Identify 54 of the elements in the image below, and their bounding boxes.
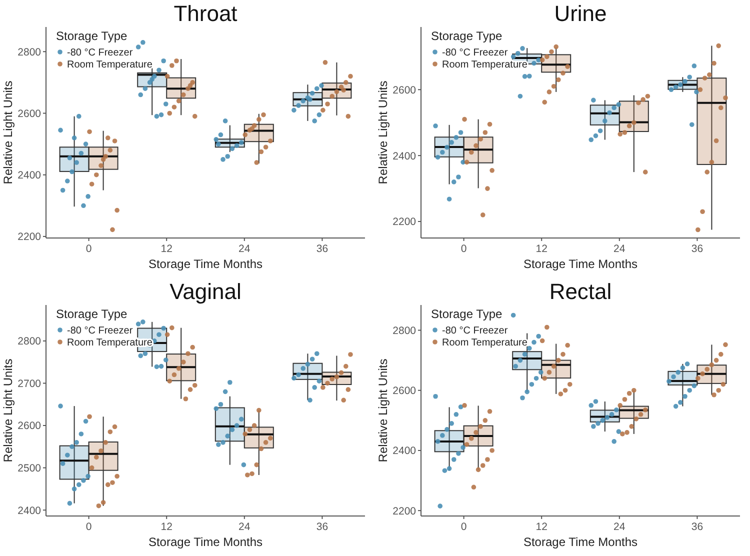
- y-tick-label: 2400: [18, 504, 42, 517]
- y-tick-label: 2800: [392, 324, 416, 337]
- x-axis-title: Storage Time Months: [148, 257, 263, 271]
- chart-title: Urine: [554, 1, 607, 26]
- y-tick-label: 2400: [18, 170, 42, 182]
- y-tick-label: 2200: [392, 505, 416, 518]
- y-tick-label: 2800: [18, 46, 42, 58]
- x-tick-label: 0: [460, 243, 467, 255]
- legend-title: Storage Type: [431, 29, 502, 43]
- y-tick-label: 2700: [18, 378, 42, 390]
- y-axis-title: Relative Light Units: [1, 358, 15, 462]
- x-axis-title: Storage Time Months: [148, 535, 263, 549]
- x-tick-label: 0: [86, 243, 92, 255]
- legend-title: Storage Type: [431, 307, 502, 321]
- x-tick-label: 0: [86, 521, 92, 533]
- x-tick-label: 36: [691, 521, 704, 533]
- legend-label: -80 °C Freezer: [67, 326, 134, 336]
- chart-title: Rectal: [549, 279, 612, 304]
- y-axis-title: Relative Light Units: [376, 80, 390, 184]
- x-tick-label: 24: [614, 243, 626, 255]
- y-tick-label: 2600: [392, 385, 416, 398]
- x-tick-label: 36: [316, 521, 328, 533]
- x-axis-title: Storage Time Months: [523, 535, 638, 549]
- y-axis-title: Relative Light Units: [1, 80, 15, 184]
- y-tick-label: 2600: [18, 420, 42, 432]
- y-axis-title: Relative Light Units: [376, 358, 390, 462]
- legend-label: Room Temperature: [67, 60, 153, 70]
- chart-title: Vaginal: [170, 279, 242, 304]
- x-tick-label: 12: [536, 243, 548, 255]
- x-tick-label: 0: [460, 521, 467, 533]
- legend-label: Room Temperature: [442, 60, 528, 70]
- x-tick-label: 24: [614, 521, 626, 533]
- x-tick-label: 24: [238, 243, 250, 255]
- legend-label: -80 °C Freezer: [67, 48, 134, 58]
- legend-label: -80 °C Freezer: [442, 326, 508, 336]
- y-tick-label: 2500: [18, 462, 42, 474]
- y-tick-label: 2400: [392, 150, 416, 162]
- legend-label: -80 °C Freezer: [442, 48, 508, 58]
- x-tick-label: 36: [316, 243, 328, 255]
- y-tick-label: 2400: [392, 445, 416, 458]
- x-tick-label: 36: [691, 243, 704, 255]
- y-tick-label: 2200: [18, 231, 42, 244]
- y-tick-label: 2600: [18, 108, 42, 120]
- x-tick-label: 24: [238, 521, 250, 533]
- y-tick-label: 2800: [18, 336, 42, 348]
- legend-title: Storage Type: [56, 307, 128, 321]
- chart-title: Throat: [174, 1, 238, 26]
- y-tick-label: 2200: [392, 216, 416, 228]
- legend-title: Storage Type: [56, 29, 128, 43]
- x-tick-label: 12: [160, 243, 173, 255]
- y-tick-label: 2600: [392, 84, 416, 96]
- x-tick-label: 12: [536, 521, 548, 533]
- x-tick-label: 12: [160, 521, 173, 533]
- x-axis-title: Storage Time Months: [523, 257, 638, 271]
